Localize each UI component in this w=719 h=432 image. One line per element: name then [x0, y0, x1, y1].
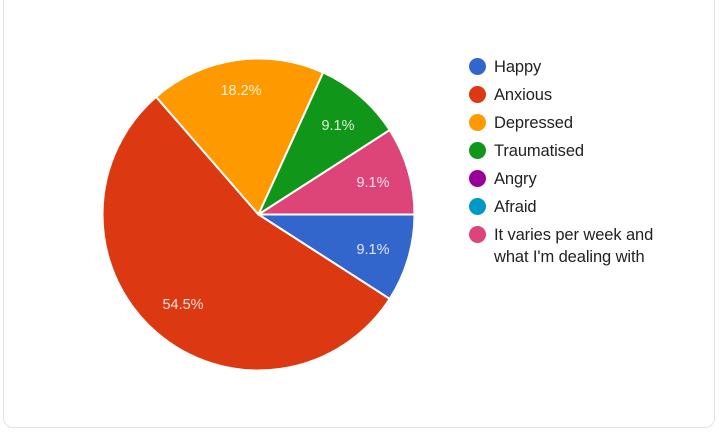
- legend-item-angry[interactable]: Angry: [469, 168, 709, 196]
- legend-label: Traumatised: [494, 142, 584, 160]
- legend-item-varies[interactable]: It varies per week and what I'm dealing …: [469, 224, 709, 268]
- slice-percentage-label: 18.2%: [220, 83, 261, 99]
- legend-label: Anxious: [494, 86, 553, 104]
- legend-swatch-icon: [469, 170, 486, 187]
- pie-slice-happy[interactable]: [257, 213, 416, 300]
- legend-label: Angry: [494, 170, 537, 188]
- legend-swatch-icon: [469, 142, 486, 159]
- pie-slices: [101, 57, 416, 372]
- legend-item-depressed[interactable]: Depressed: [469, 112, 709, 140]
- legend-swatch-icon: [469, 114, 486, 131]
- legend-swatch-icon: [469, 86, 486, 103]
- legend-label: Happy: [494, 58, 542, 76]
- chart-legend: Happy Anxious Depressed Traumatised Angr…: [469, 56, 709, 268]
- pie-slice-traumatised[interactable]: [257, 71, 391, 216]
- legend-swatch-icon: [469, 226, 486, 243]
- slice-percentage-label: 9.1%: [356, 175, 389, 191]
- pie-slice-anxious[interactable]: [101, 95, 391, 372]
- legend-swatch-icon: [469, 58, 486, 75]
- pie-slice-labels: 9.1% 54.5% 18.2% 9.1% 9.1%: [162, 83, 389, 313]
- legend-item-afraid[interactable]: Afraid: [469, 196, 709, 224]
- legend-item-happy[interactable]: Happy: [469, 56, 709, 84]
- legend-label: It varies per week and what I'm dealing …: [494, 226, 654, 266]
- legend-label: Depressed: [494, 114, 573, 132]
- slice-percentage-label: 9.1%: [356, 242, 389, 258]
- legend-item-anxious[interactable]: Anxious: [469, 84, 709, 112]
- legend-item-traumatised[interactable]: Traumatised: [469, 140, 709, 168]
- slice-percentage-label: 54.5%: [162, 297, 203, 313]
- legend-label: Afraid: [494, 198, 537, 216]
- legend-swatch-icon: [469, 198, 486, 215]
- pie-slice-depressed[interactable]: [155, 57, 325, 216]
- slice-percentage-label: 9.1%: [321, 118, 354, 134]
- pie-slice-it[interactable]: [257, 129, 416, 216]
